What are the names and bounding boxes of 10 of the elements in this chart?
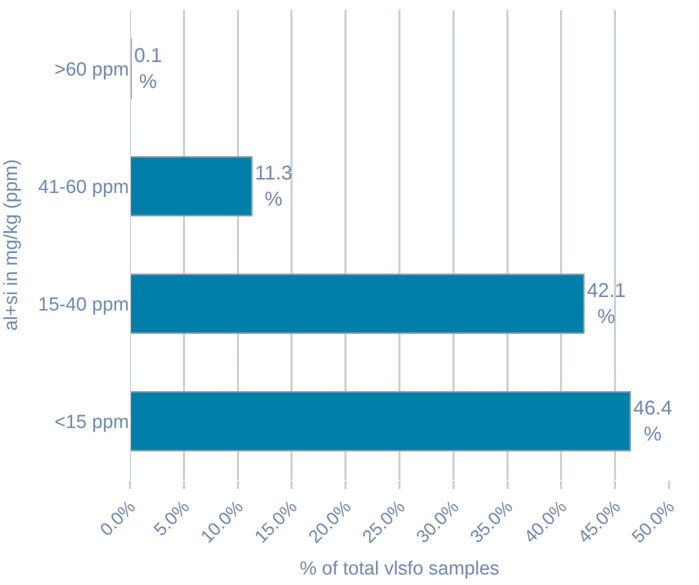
data-label: 11.3 %	[254, 162, 292, 210]
y-tick-label: >60 ppm	[54, 59, 129, 80]
data-label: 46.4 %	[633, 397, 672, 446]
y-tick-label: <15 ppm	[54, 412, 129, 433]
data-label: 42.1 %	[586, 280, 626, 328]
x-axis-title: % of total vlsfo samples	[300, 558, 500, 580]
data-label: 0.1 %	[134, 44, 162, 93]
y-tick-label: 15-40 ppm	[38, 294, 129, 316]
y-tick-label: 41-60 ppm	[38, 176, 129, 198]
y-axis-title: al+si in mg/kg (ppm)	[1, 159, 22, 331]
